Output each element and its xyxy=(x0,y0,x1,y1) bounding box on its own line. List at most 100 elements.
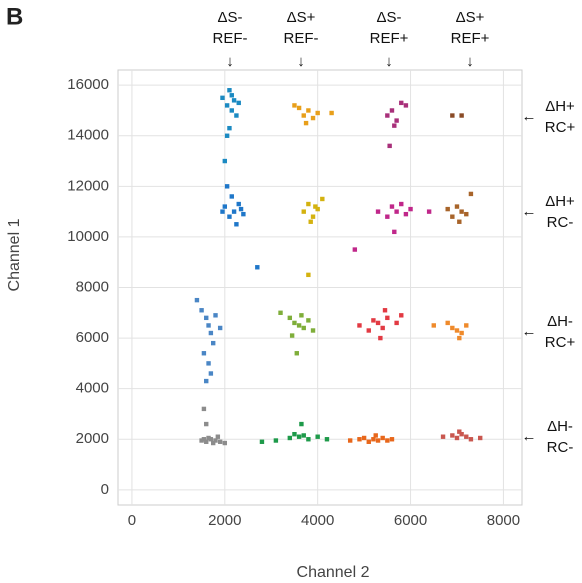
point xyxy=(241,211,246,217)
point xyxy=(236,100,241,106)
point xyxy=(310,115,316,121)
point xyxy=(459,330,464,336)
x-tick-label: 4000 xyxy=(301,512,334,529)
row-arrow: ← xyxy=(522,323,537,340)
point xyxy=(204,378,209,384)
point xyxy=(222,204,228,209)
x-tick-label: 6000 xyxy=(394,512,427,529)
point xyxy=(375,320,381,326)
point xyxy=(431,323,436,328)
point xyxy=(375,438,381,443)
y-tick-label: 16000 xyxy=(67,76,109,93)
y-tick-label: 2000 xyxy=(76,430,109,447)
point xyxy=(210,340,216,346)
point xyxy=(464,434,469,439)
point xyxy=(289,333,295,338)
point xyxy=(273,438,279,443)
point xyxy=(387,143,392,149)
point xyxy=(224,133,230,138)
column-label: REF+ xyxy=(451,30,490,47)
row-label: RC- xyxy=(547,439,574,456)
point xyxy=(454,204,460,209)
point xyxy=(301,113,306,118)
point xyxy=(385,113,390,118)
column-arrow: ↓ xyxy=(385,53,393,70)
point xyxy=(373,433,378,438)
point xyxy=(378,335,383,341)
point xyxy=(296,434,302,439)
column-arrow: ↓ xyxy=(297,53,305,70)
point xyxy=(352,247,358,252)
point xyxy=(399,100,404,106)
point xyxy=(301,209,306,214)
point xyxy=(380,325,385,331)
point xyxy=(201,351,207,356)
column-label: REF+ xyxy=(370,30,409,47)
point xyxy=(287,315,293,321)
point xyxy=(320,196,325,202)
point xyxy=(227,125,232,131)
point xyxy=(310,214,316,219)
point xyxy=(220,95,225,101)
point xyxy=(204,421,209,427)
point xyxy=(457,429,462,434)
column-arrow: ↓ xyxy=(466,53,474,70)
point xyxy=(199,308,204,313)
point xyxy=(287,435,293,441)
point xyxy=(259,439,265,444)
point xyxy=(296,323,302,328)
point xyxy=(426,209,432,214)
point xyxy=(206,361,211,366)
point xyxy=(464,211,469,217)
point xyxy=(222,158,228,164)
point xyxy=(454,435,460,441)
row-label: RC- xyxy=(547,214,574,231)
point xyxy=(292,431,297,437)
y-tick-label: 4000 xyxy=(76,380,109,397)
column-arrow: ↓ xyxy=(226,53,234,70)
point xyxy=(234,222,239,227)
point xyxy=(278,310,283,315)
point xyxy=(375,209,381,214)
y-tick-label: 8000 xyxy=(76,278,109,295)
point xyxy=(229,194,234,199)
column-label: ΔS- xyxy=(217,9,242,26)
point xyxy=(459,209,464,214)
point xyxy=(389,204,395,209)
point xyxy=(399,201,404,207)
y-tick-label: 0 xyxy=(101,481,109,498)
point xyxy=(292,103,297,108)
point xyxy=(371,318,376,323)
point xyxy=(403,103,409,108)
row-label: ΔH- xyxy=(547,418,573,435)
point xyxy=(450,214,455,219)
point xyxy=(227,88,232,93)
point xyxy=(231,98,237,103)
point xyxy=(315,206,320,212)
column-label: ΔS+ xyxy=(287,9,316,26)
point xyxy=(224,103,230,108)
point xyxy=(238,206,244,212)
x-tick-label: 2000 xyxy=(208,512,241,529)
point xyxy=(440,434,446,439)
x-axis-label: Channel 2 xyxy=(297,564,370,581)
column-label: REF- xyxy=(213,30,248,47)
point xyxy=(408,206,413,212)
row-label: RC+ xyxy=(545,119,576,136)
row-arrow: ← xyxy=(522,203,537,220)
row-label: ΔH+ xyxy=(545,193,575,210)
point xyxy=(468,437,474,442)
point xyxy=(454,328,460,333)
point xyxy=(213,438,218,443)
point xyxy=(306,437,311,442)
point xyxy=(206,435,211,441)
point xyxy=(222,440,228,446)
row-label: ΔH+ xyxy=(545,98,575,115)
row-arrow: ← xyxy=(522,428,537,445)
point xyxy=(468,191,474,197)
point xyxy=(347,438,353,443)
point xyxy=(385,315,390,321)
y-axis-label: Channel 1 xyxy=(6,218,23,291)
point xyxy=(255,265,260,270)
